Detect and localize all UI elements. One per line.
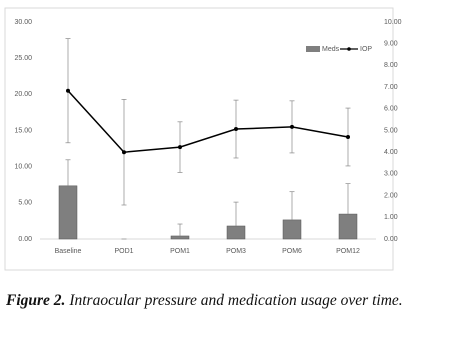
y2-tick-label: 3.00 bbox=[384, 171, 398, 178]
y2-tick-label: 2.00 bbox=[384, 192, 398, 199]
x-tick-label: POM12 bbox=[336, 248, 360, 255]
y-tick-label: 10.00 bbox=[14, 164, 32, 171]
y2-tick-label: 9.00 bbox=[384, 41, 398, 48]
y2-tick-label: 4.00 bbox=[384, 149, 398, 156]
marker bbox=[346, 135, 350, 140]
legend-label: IOP bbox=[360, 46, 372, 53]
legend-label: Meds bbox=[322, 46, 340, 53]
y-tick-label: 30.00 bbox=[14, 19, 32, 26]
y-tick-label: 0.00 bbox=[18, 236, 32, 243]
y-tick-label: 15.00 bbox=[14, 127, 32, 134]
caption: Figure 2. Intraocular pressure and medic… bbox=[6, 290, 451, 311]
bar bbox=[338, 213, 358, 240]
y-tick-label: 5.00 bbox=[18, 200, 32, 207]
chart: 0.00 5.00 10.00 15.00 20.00 25.00 30.00 0.00 1.0… bbox=[4, 7, 402, 271]
bar bbox=[58, 185, 78, 240]
caption-label: Figure 2. bbox=[6, 292, 66, 309]
x-tick-label: POM6 bbox=[282, 248, 302, 255]
bar bbox=[226, 225, 246, 240]
bar bbox=[282, 219, 302, 240]
caption-text: Intraocular pressure and medication usag… bbox=[69, 292, 403, 309]
chart-frame bbox=[4, 7, 394, 271]
marker bbox=[122, 150, 126, 155]
marker bbox=[66, 88, 70, 93]
y-tick-label: 20.00 bbox=[14, 91, 32, 98]
marker bbox=[178, 145, 182, 150]
marker bbox=[290, 124, 294, 129]
x-tick-label: POM1 bbox=[170, 248, 190, 255]
y2-tick-label: 7.00 bbox=[384, 84, 398, 91]
x-tick-label: Baseline bbox=[55, 248, 82, 255]
marker bbox=[234, 127, 238, 132]
line bbox=[67, 90, 349, 153]
y2-tick-label: 0.00 bbox=[384, 236, 398, 243]
legend-swatch bbox=[306, 46, 320, 52]
y2-tick-label: 10.00 bbox=[384, 19, 402, 26]
x-tick-label: POM3 bbox=[226, 248, 246, 255]
y-tick-label: 25.00 bbox=[14, 55, 32, 62]
y2-tick-label: 8.00 bbox=[384, 62, 398, 69]
y2-tick-label: 1.00 bbox=[384, 214, 398, 221]
bar bbox=[170, 235, 190, 240]
x-tick-label: POD1 bbox=[114, 248, 133, 255]
y2-tick-label: 6.00 bbox=[384, 106, 398, 113]
y2-tick-label: 5.00 bbox=[384, 127, 398, 134]
legend-swatch bbox=[347, 47, 351, 51]
